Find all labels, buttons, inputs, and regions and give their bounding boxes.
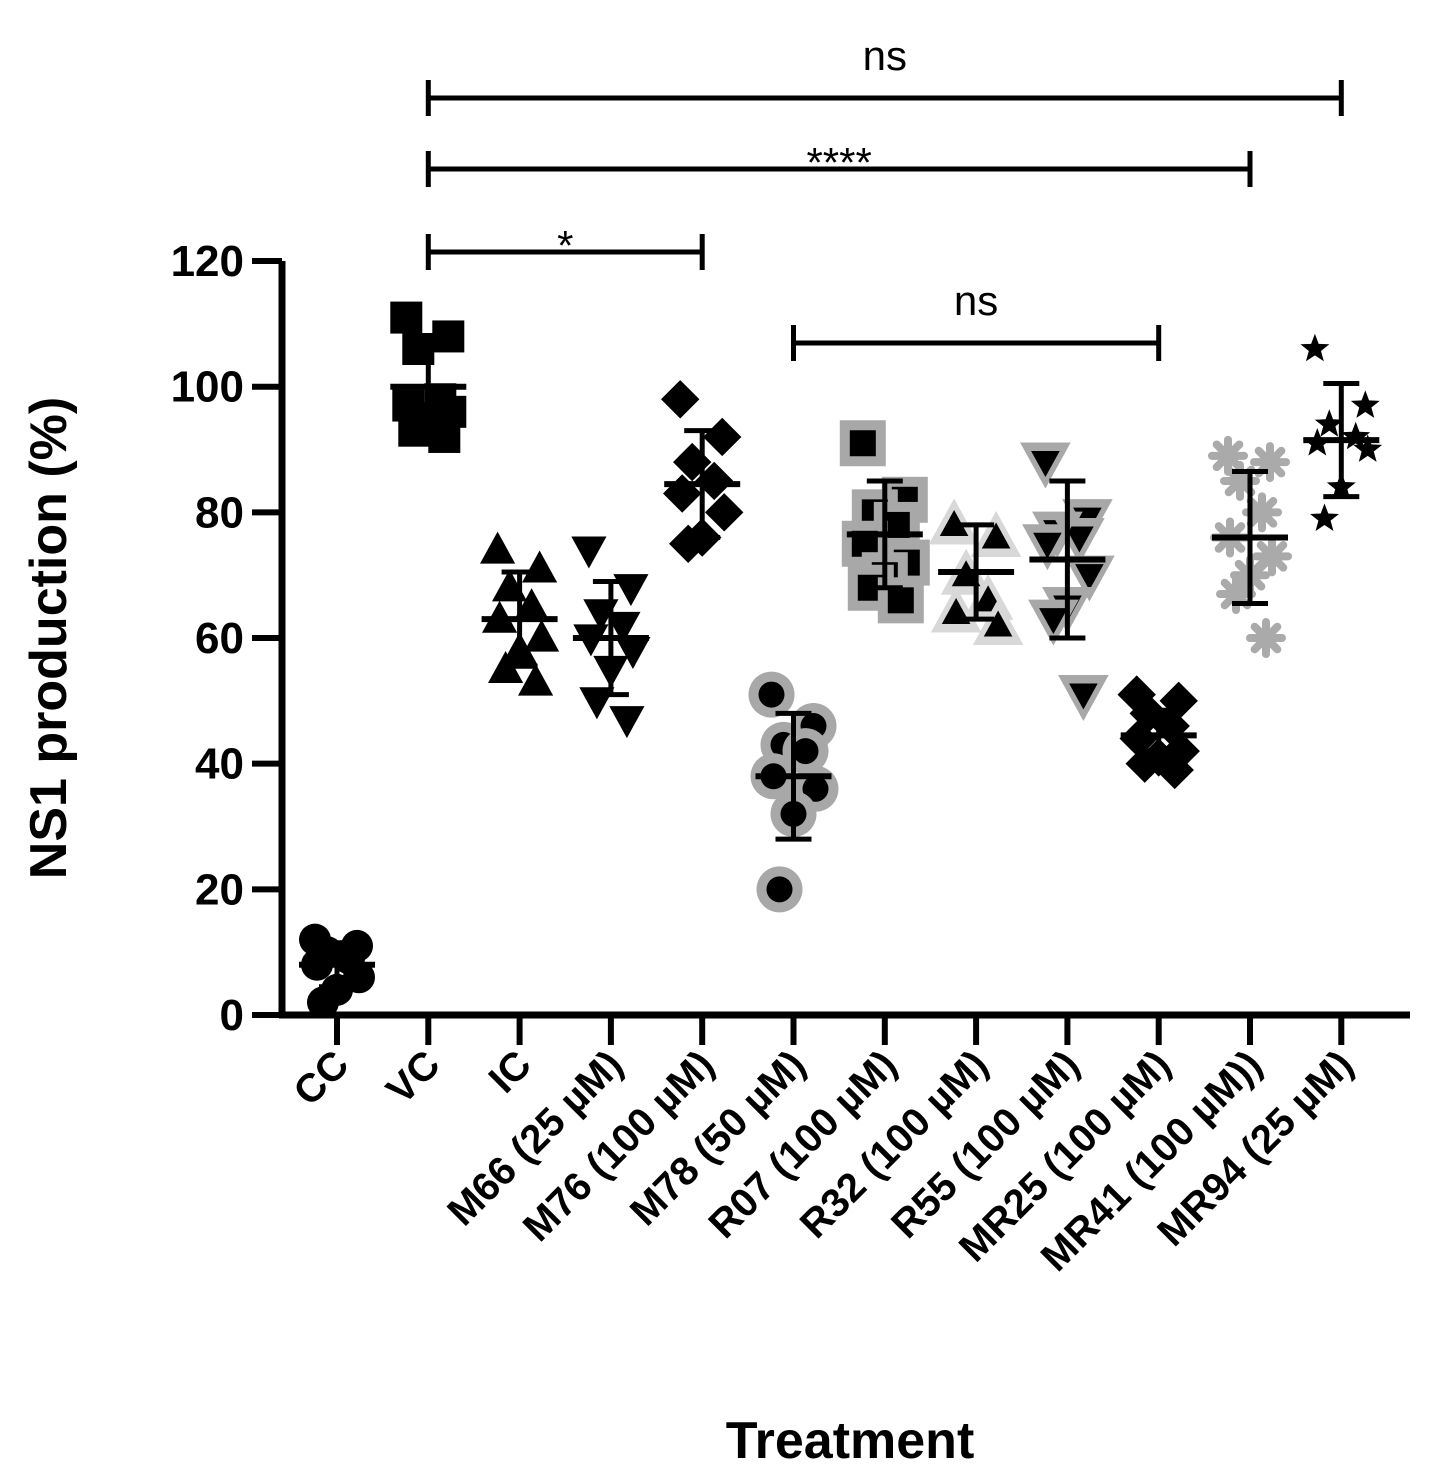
data-point bbox=[981, 522, 1011, 549]
data-point bbox=[1039, 608, 1068, 635]
y-axis: 0 20 40 60 80 100 120 bbox=[171, 237, 286, 1040]
data-point bbox=[398, 414, 431, 447]
data-point bbox=[1208, 435, 1248, 476]
data-point bbox=[1242, 492, 1282, 533]
data-point bbox=[518, 663, 554, 696]
data-point bbox=[1031, 451, 1060, 478]
data-point bbox=[1159, 681, 1198, 721]
data-point bbox=[887, 587, 914, 614]
y-tick-label: 0 bbox=[220, 991, 244, 1040]
data-point bbox=[390, 301, 423, 334]
y-tick-label: 100 bbox=[171, 363, 244, 412]
data-point bbox=[792, 738, 819, 765]
data-point bbox=[1151, 706, 1190, 746]
data-point bbox=[1341, 421, 1371, 450]
data-point bbox=[1117, 675, 1156, 714]
data-point bbox=[1314, 409, 1344, 437]
y-tick-label: 80 bbox=[195, 488, 244, 537]
data-point bbox=[1353, 434, 1383, 462]
data-point bbox=[703, 417, 742, 457]
x-axis-title: Treatment bbox=[726, 1412, 975, 1470]
data-points bbox=[299, 301, 1383, 1019]
data-point bbox=[1300, 333, 1330, 362]
asterisk-stroke bbox=[1212, 440, 1244, 472]
data-point bbox=[849, 430, 876, 457]
x-tick-label: IC bbox=[481, 1042, 540, 1101]
data-point bbox=[1065, 526, 1094, 553]
data-point bbox=[1033, 532, 1062, 559]
data-point bbox=[609, 706, 645, 739]
data-point bbox=[669, 524, 708, 563]
y-tick-label: 120 bbox=[171, 237, 244, 286]
data-point bbox=[802, 775, 829, 802]
data-point bbox=[1125, 744, 1164, 783]
data-point bbox=[615, 636, 651, 669]
data-point bbox=[1119, 719, 1158, 758]
significance-brackets: * ns **** ns bbox=[425, 32, 1344, 361]
data-point bbox=[1246, 618, 1286, 659]
data-point bbox=[1252, 536, 1292, 577]
data-point bbox=[766, 876, 793, 903]
data-point bbox=[514, 588, 550, 621]
data-point bbox=[663, 474, 702, 513]
data-point bbox=[605, 611, 641, 644]
data-point bbox=[571, 536, 607, 569]
data-point bbox=[522, 550, 558, 583]
data-point bbox=[1310, 503, 1339, 531]
data-point bbox=[661, 380, 700, 419]
data-point bbox=[1350, 390, 1380, 418]
significance-label: **** bbox=[806, 139, 871, 186]
x-tick-label: VC bbox=[378, 1042, 448, 1112]
asterisk-stroke bbox=[1220, 578, 1252, 610]
data-point bbox=[983, 610, 1013, 637]
data-point bbox=[673, 442, 712, 482]
data-point bbox=[1075, 564, 1104, 591]
y-tick-label: 20 bbox=[195, 865, 244, 914]
data-point bbox=[524, 619, 560, 652]
y-tick-label: 40 bbox=[195, 740, 244, 789]
data-point bbox=[758, 681, 785, 708]
x-tick-label: CC bbox=[285, 1042, 357, 1114]
asterisk-stroke bbox=[1250, 622, 1282, 654]
data-point bbox=[695, 461, 734, 501]
data-point bbox=[939, 509, 969, 536]
significance-label: ns bbox=[954, 277, 998, 324]
data-point bbox=[705, 493, 744, 532]
data-point bbox=[1069, 683, 1098, 710]
data-point bbox=[613, 574, 649, 607]
significance-label: * bbox=[557, 222, 573, 269]
asterisk-stroke bbox=[1246, 497, 1278, 528]
significance-label: ns bbox=[863, 32, 907, 79]
data-point bbox=[307, 986, 339, 1019]
y-tick-label: 60 bbox=[195, 614, 244, 663]
data-point bbox=[480, 531, 516, 564]
error-bars bbox=[299, 346, 1380, 990]
y-axis-title: NS1 production (%) bbox=[20, 397, 78, 879]
